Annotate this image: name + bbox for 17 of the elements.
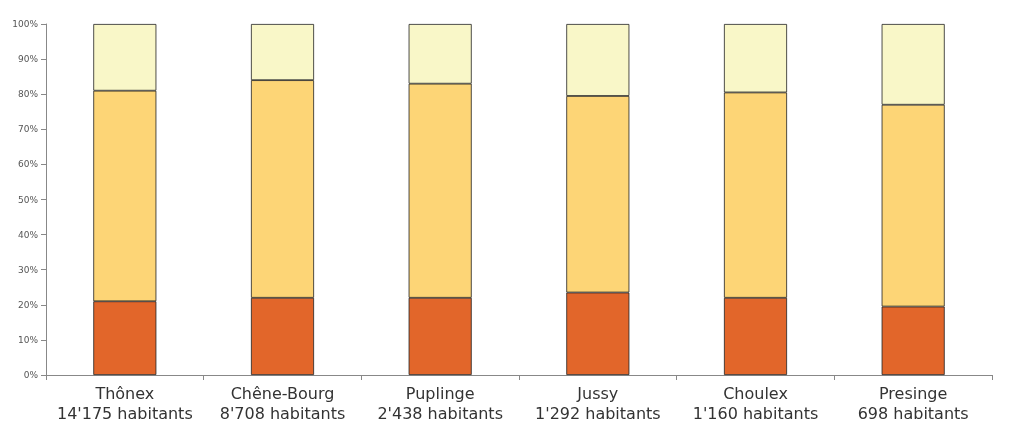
y-tick-label: 90%: [17, 54, 39, 65]
y-tick-label: 100%: [12, 19, 39, 29]
y-tick-label: 80%: [17, 89, 39, 100]
y-tick-label: 70%: [17, 124, 39, 135]
y-tick-label: 10%: [17, 334, 39, 345]
y-tick-label: 20%: [17, 299, 39, 310]
x-tick-label: Jussy 1'292 habitants: [535, 383, 661, 423]
y-tick-label: 40%: [17, 229, 39, 240]
y-tick-label: 0%: [23, 370, 39, 380]
y-tick-label: 60%: [17, 159, 39, 170]
x-tick-label: Puplinge 2'438 habitants: [377, 383, 503, 423]
x-tick-label: Presinge 698 habitants: [857, 383, 969, 423]
x-tick-label: Choulex 1'160 habitants: [692, 383, 819, 423]
y-tick-label: 30%: [17, 264, 39, 275]
x-tick-label: Thônex 14'175 habitants: [56, 383, 193, 423]
y-tick-label: 50%: [17, 194, 39, 205]
x-tick-label: Chêne-Bourg 8'708 habitants: [219, 383, 346, 423]
